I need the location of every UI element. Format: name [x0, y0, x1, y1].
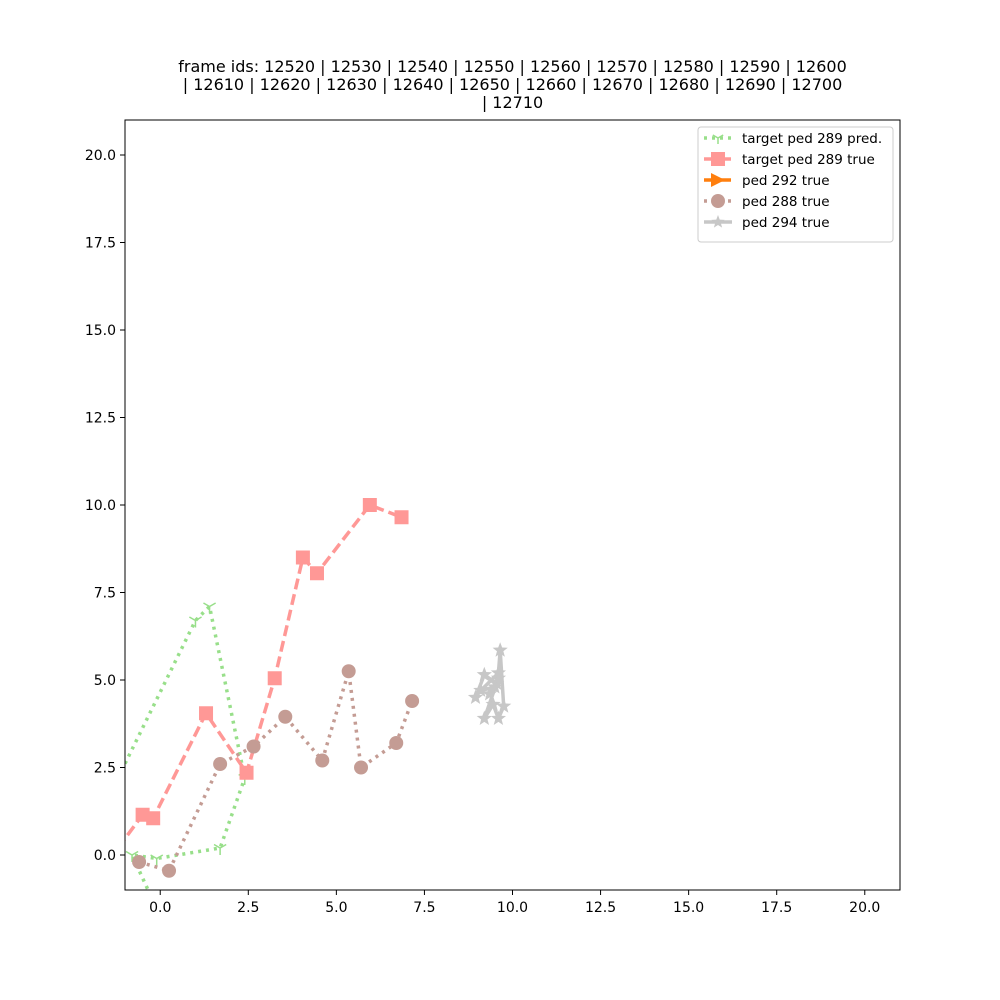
legend-label: target ped 289 true: [742, 152, 875, 168]
data-point: [150, 854, 164, 866]
data-point: [362, 498, 377, 512]
data-point: [487, 679, 503, 694]
x-tick-label: 5.0: [325, 900, 347, 916]
series-3: [132, 664, 420, 878]
data-point: [246, 739, 261, 754]
data-point: [481, 686, 498, 701]
data-point: [267, 671, 282, 686]
series-4: [467, 642, 512, 725]
legend-item: target ped 289 true: [704, 152, 875, 168]
data-point: [203, 602, 217, 614]
y-tick-label: 2.5: [94, 761, 116, 777]
legend-label: ped 294 true: [742, 215, 830, 231]
data-point: [146, 811, 161, 826]
series-line: [125, 503, 403, 842]
data-point: [315, 753, 330, 768]
legend-label: target ped 289 pred.: [742, 131, 882, 147]
data-point: [143, 889, 156, 890]
data-point: [476, 666, 492, 682]
legend-marker: [711, 194, 725, 208]
x-tick-label: 12.5: [585, 900, 616, 916]
data-point: [213, 757, 228, 771]
data-point: [188, 616, 202, 628]
x-tick-label: 17.5: [761, 900, 792, 916]
legend-label: ped 292 true: [742, 173, 830, 189]
data-point: [132, 855, 147, 869]
data-point: [485, 696, 501, 711]
title-line-3: | 12710: [481, 93, 544, 112]
legend-marker: [711, 215, 725, 228]
series-0: [125, 602, 252, 890]
data-point: [125, 850, 139, 862]
y-tick-label: 20.0: [85, 148, 116, 164]
chart-title: frame ids: 12520 | 12530 | 12540 | 12550…: [0, 58, 1000, 112]
y-tick-label: 0.0: [94, 848, 116, 864]
data-point: [239, 765, 254, 780]
series-layer: [125, 498, 512, 890]
x-axis: 0.0 2.5 5.0 7.5 10.0 12.5 15.0 17.5 20.0: [149, 890, 880, 916]
x-tick-label: 20.0: [849, 900, 880, 916]
data-point: [135, 807, 150, 822]
x-tick-label: 10.0: [497, 900, 528, 916]
y-tick-label: 17.5: [85, 236, 116, 252]
legend-box: [697, 126, 894, 243]
data-point: [394, 510, 409, 525]
data-point: [490, 670, 507, 685]
y-axis: 0.0 2.5 5.0 7.5 10.0 12.5 15.0 17.5 20.0: [85, 148, 125, 864]
data-point: [490, 665, 507, 680]
data-point: [496, 698, 512, 713]
legend-item: ped 292 true: [704, 173, 830, 189]
legend-item: target ped 289 pred.: [704, 131, 882, 147]
legend-item: ped 294 true: [704, 215, 830, 231]
data-point: [278, 709, 293, 724]
legend: target ped 289 pred. target ped 289 true p…: [697, 126, 894, 243]
legend-label: ped 288 true: [742, 194, 830, 210]
x-tick-label: 7.5: [413, 900, 435, 916]
data-point: [309, 566, 324, 581]
data-point: [476, 710, 492, 725]
y-tick-label: 7.5: [94, 586, 116, 602]
legend-marker: [711, 173, 725, 187]
y-tick-label: 5.0: [94, 673, 116, 689]
data-point: [473, 682, 489, 697]
data-point: [389, 736, 404, 750]
data-point: [490, 710, 507, 725]
y-tick-label: 12.5: [85, 411, 116, 427]
data-point: [354, 760, 369, 775]
data-point: [162, 863, 177, 878]
x-tick-label: 15.0: [673, 900, 704, 916]
series-line: [125, 604, 247, 890]
legend-item: ped 288 true: [704, 194, 830, 210]
y-tick-label: 15.0: [85, 323, 116, 339]
legend-marker: [712, 134, 724, 144]
series-line: [138, 669, 414, 873]
data-point: [213, 843, 227, 855]
data-point: [492, 642, 508, 657]
data-point: [341, 664, 356, 679]
title-line-2: | 12610 | 12620 | 12630 | 12640 | 12650 …: [182, 75, 843, 94]
data-point: [199, 706, 214, 721]
y-tick-label: 10.0: [85, 498, 116, 514]
title-line-1: frame ids: 12520 | 12530 | 12540 | 12550…: [178, 57, 847, 76]
x-tick-label: 0.0: [149, 900, 171, 916]
legend-marker: [711, 152, 725, 166]
series-1: [125, 498, 409, 842]
data-point: [467, 689, 484, 704]
data-point: [405, 694, 420, 708]
x-tick-label: 2.5: [237, 900, 259, 916]
data-point: [295, 550, 310, 565]
